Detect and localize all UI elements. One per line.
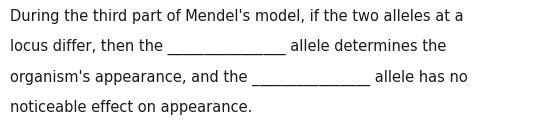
Text: locus differ, then the ________________ allele determines the: locus differ, then the ________________ … xyxy=(10,39,446,55)
Text: organism's appearance, and the ________________ allele has no: organism's appearance, and the _________… xyxy=(10,69,468,86)
Text: During the third part of Mendel's model, if the two alleles at a: During the third part of Mendel's model,… xyxy=(10,9,464,24)
Text: noticeable effect on appearance.: noticeable effect on appearance. xyxy=(10,100,252,115)
